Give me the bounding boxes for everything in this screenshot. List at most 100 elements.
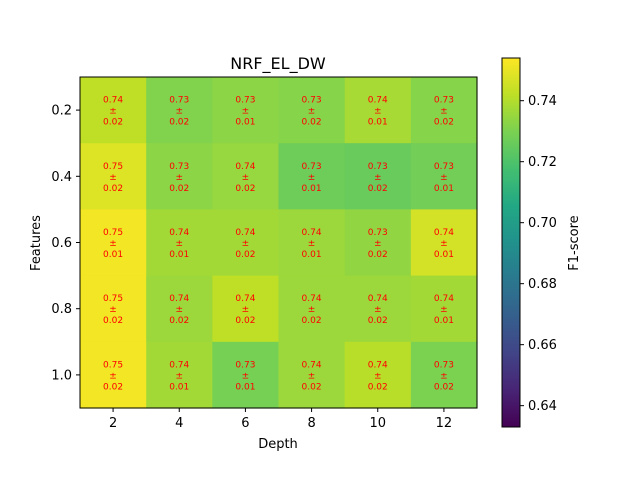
heatmap-cell: [146, 143, 213, 210]
heatmap-cell: [278, 275, 346, 343]
cell-annotation-line: 0.74: [302, 294, 322, 304]
x-tick-label: 8: [307, 416, 315, 431]
heatmap-cell: [344, 209, 412, 277]
y-tick-label: 0.4: [51, 170, 72, 185]
cell-annotation-line: 0.02: [235, 184, 255, 194]
cell-annotation-line: 0.73: [368, 228, 388, 238]
cell-annotation-line: ±: [308, 173, 316, 183]
heatmap-cell: [80, 275, 147, 343]
cell-annotation-line: 0.02: [235, 250, 255, 260]
cell-annotation-line: 0.02: [368, 184, 388, 194]
cell-annotation-line: ±: [175, 239, 183, 249]
cell-annotation-line: 0.73: [169, 96, 189, 106]
cell-annotation-line: 0.01: [434, 250, 454, 260]
heatmap-cell: [410, 341, 478, 409]
cell-annotation-line: 0.75: [103, 228, 123, 238]
cell-annotation-line: 0.74: [169, 228, 189, 238]
x-axis-ticks: 2 4 6 8 10 12: [109, 408, 452, 431]
heatmap-cell: [278, 143, 346, 210]
x-tick-label: 4: [175, 416, 183, 431]
heatmap-cell: [278, 209, 346, 277]
cell-annotation-line: ±: [440, 239, 448, 249]
cell-annotation-line: ±: [308, 305, 316, 315]
x-tick-label: 12: [436, 416, 453, 431]
cell-annotation-line: 0.74: [302, 360, 322, 370]
cell-annotation-line: 0.74: [235, 294, 255, 304]
x-tick-label: 2: [109, 416, 117, 431]
y-axis-label: Features: [29, 215, 44, 271]
heatmap-cell: [344, 275, 412, 343]
cell-annotation-line: 0.73: [235, 360, 255, 370]
cell-annotation-line: 0.73: [434, 360, 454, 370]
cell-annotation-line: 0.74: [434, 228, 454, 238]
cell-annotation-line: 0.74: [103, 96, 123, 106]
cell-annotation-line: 0.73: [368, 162, 388, 172]
heatmap-cell: [146, 77, 213, 144]
colorbar-ticks: 0.64 0.66 0.68 0.70 0.72 0.74: [520, 94, 557, 414]
cell-annotation-line: 0.01: [235, 118, 255, 128]
cell-annotation-line: 0.02: [302, 316, 322, 326]
heatmap-cell: [410, 143, 478, 210]
cell-annotation-line: 0.02: [103, 184, 123, 194]
cell-annotation-line: 0.74: [368, 294, 388, 304]
cell-annotation-line: ±: [109, 173, 117, 183]
cell-annotation-line: 0.02: [169, 184, 189, 194]
colorbar: [501, 57, 521, 428]
cell-annotation-line: 0.02: [103, 382, 123, 392]
cell-annotation-line: ±: [242, 371, 250, 381]
heatmap-cell: [410, 209, 478, 277]
heatmap-cell: [212, 275, 280, 343]
heatmap-cell: [212, 209, 280, 277]
cell-annotation-line: ±: [175, 173, 183, 183]
y-tick-label: 0.6: [51, 236, 72, 251]
cell-annotation-line: ±: [308, 107, 316, 117]
cell-annotation-line: ±: [242, 107, 250, 117]
cell-annotation-line: ±: [440, 305, 448, 315]
colorbar-tick-label: 0.64: [528, 399, 557, 414]
colorbar-tick-label: 0.70: [528, 216, 557, 231]
cell-annotation-line: ±: [374, 305, 382, 315]
cell-annotation-line: 0.74: [368, 96, 388, 106]
cell-annotation-line: 0.02: [302, 118, 322, 128]
heatmap-cell: [80, 77, 147, 144]
cell-annotation-line: 0.73: [169, 162, 189, 172]
cell-annotation-line: ±: [242, 305, 250, 315]
y-tick-label: 0.2: [51, 104, 72, 119]
heatmap-cell: [344, 77, 412, 144]
colorbar-label: F1-score: [567, 215, 582, 270]
y-tick-label: 0.8: [51, 302, 72, 317]
cell-annotation-line: 0.01: [169, 250, 189, 260]
cell-annotation-line: ±: [175, 305, 183, 315]
y-tick-label: 1.0: [51, 368, 72, 383]
heatmap-cell: [146, 341, 213, 409]
heatmap-cell: [212, 143, 280, 210]
cell-annotation-line: ±: [308, 371, 316, 381]
cell-annotation-line: ±: [175, 107, 183, 117]
x-axis-label: Depth: [258, 437, 298, 452]
cell-annotation-line: ±: [109, 107, 117, 117]
cell-annotation-line: 0.74: [434, 294, 454, 304]
cell-annotations: 0.74±0.020.73±0.020.73±0.010.73±0.020.74…: [103, 96, 454, 393]
chart-title: NRF_EL_DW: [230, 54, 326, 74]
cell-annotation-line: 0.02: [169, 118, 189, 128]
cell-annotation-line: 0.74: [235, 162, 255, 172]
cell-annotation-line: 0.73: [302, 162, 322, 172]
heatmap-cell: [80, 209, 147, 277]
cell-annotation-line: 0.01: [434, 184, 454, 194]
cell-annotation-line: 0.02: [434, 382, 454, 392]
cell-annotation-line: ±: [308, 239, 316, 249]
cell-annotation-line: ±: [175, 371, 183, 381]
heatmap-cell: [344, 341, 412, 409]
cell-annotation-line: 0.74: [302, 228, 322, 238]
colorbar-tick-label: 0.72: [528, 155, 557, 170]
cell-annotation-line: 0.74: [169, 360, 189, 370]
heatmap-cell: [278, 341, 346, 409]
cell-annotation-line: 0.02: [103, 118, 123, 128]
heatmap-cell: [410, 275, 478, 343]
heatmap-cell: [146, 275, 213, 343]
cell-annotation-line: 0.73: [302, 96, 322, 106]
cell-annotation-line: 0.02: [169, 316, 189, 326]
cell-annotation-line: ±: [242, 173, 250, 183]
cell-annotation-line: ±: [374, 371, 382, 381]
